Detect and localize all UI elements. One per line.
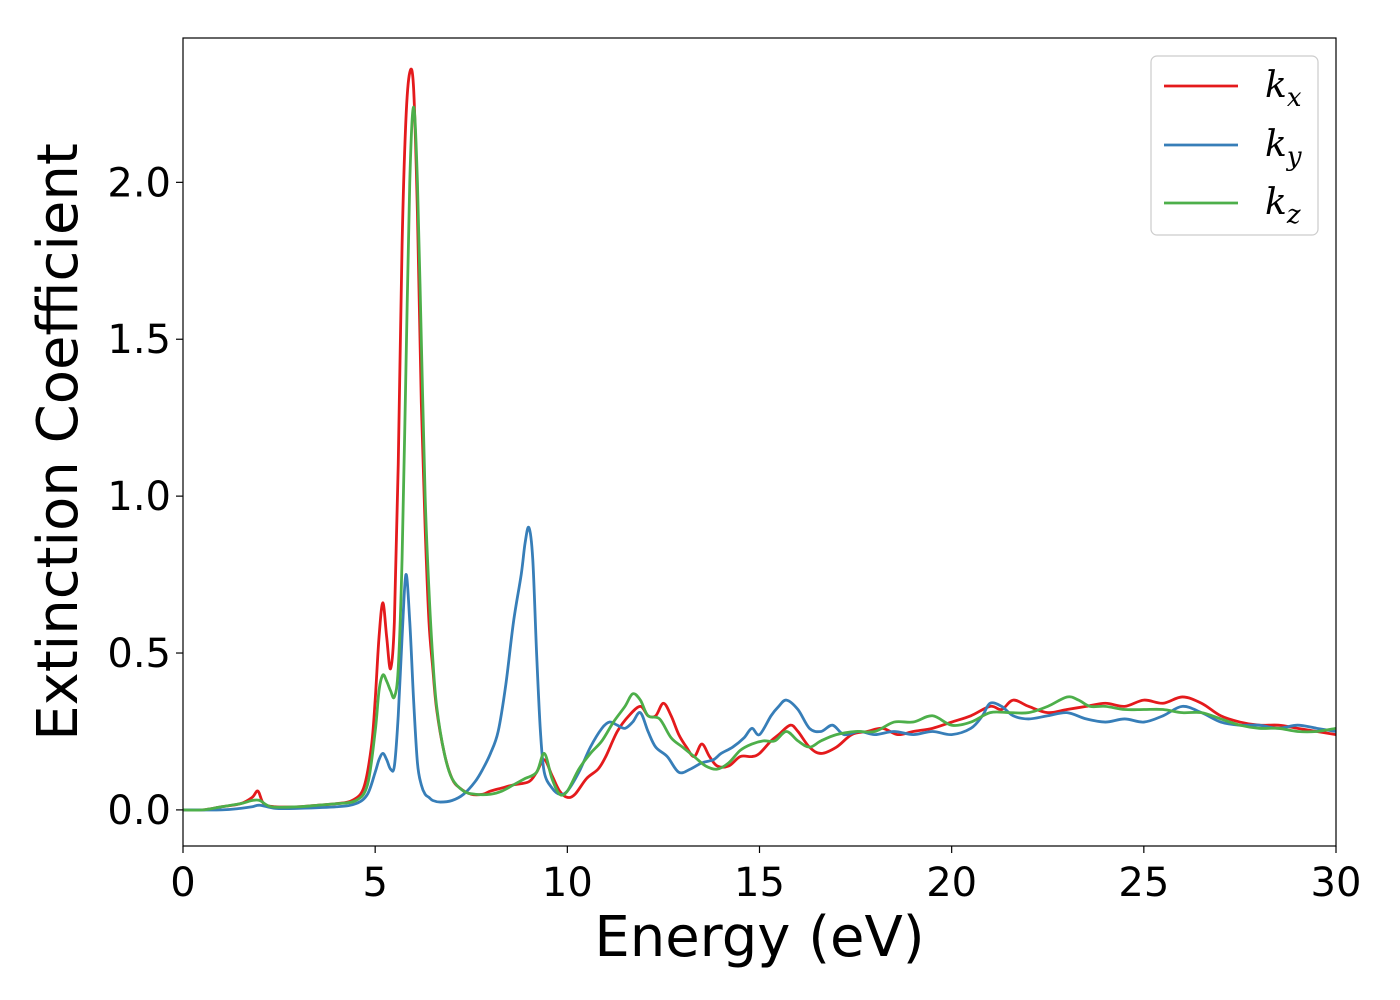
legend-label-x: kx [1265, 65, 1302, 113]
x-tick-label: 0 [170, 860, 195, 906]
x-tick-label: 5 [362, 860, 387, 906]
x-tick-label: 20 [926, 860, 977, 906]
y-tick-label: 0.0 [107, 788, 171, 834]
y-tick-label: 2.0 [107, 160, 171, 206]
x-tick-label: 25 [1118, 860, 1169, 906]
x-axis-ticks: 0 5 10 15 20 25 30 [170, 846, 1361, 906]
y-axis-ticks: 0.0 0.5 1.0 1.5 2.0 [107, 160, 183, 834]
series-line-k-z [183, 105, 1336, 812]
y-tick-label: 1.5 [107, 317, 171, 363]
series-layer [183, 67, 1336, 812]
x-tick-label: 15 [734, 860, 785, 906]
x-tick-label: 10 [542, 860, 593, 906]
legend-label-z: kz [1265, 182, 1301, 230]
y-tick-label: 0.5 [107, 631, 171, 677]
legend-label-y: ky [1265, 124, 1302, 172]
y-tick-label: 1.0 [107, 474, 171, 520]
series-line-k-y [183, 525, 1336, 812]
x-tick-label: 30 [1311, 860, 1362, 906]
series-line-k-x [183, 67, 1336, 812]
legend: kx ky kz [1150, 55, 1319, 236]
x-axis-label: Energy (eV) [594, 905, 924, 970]
y-axis-label: Extinction Coefficient [26, 143, 91, 741]
